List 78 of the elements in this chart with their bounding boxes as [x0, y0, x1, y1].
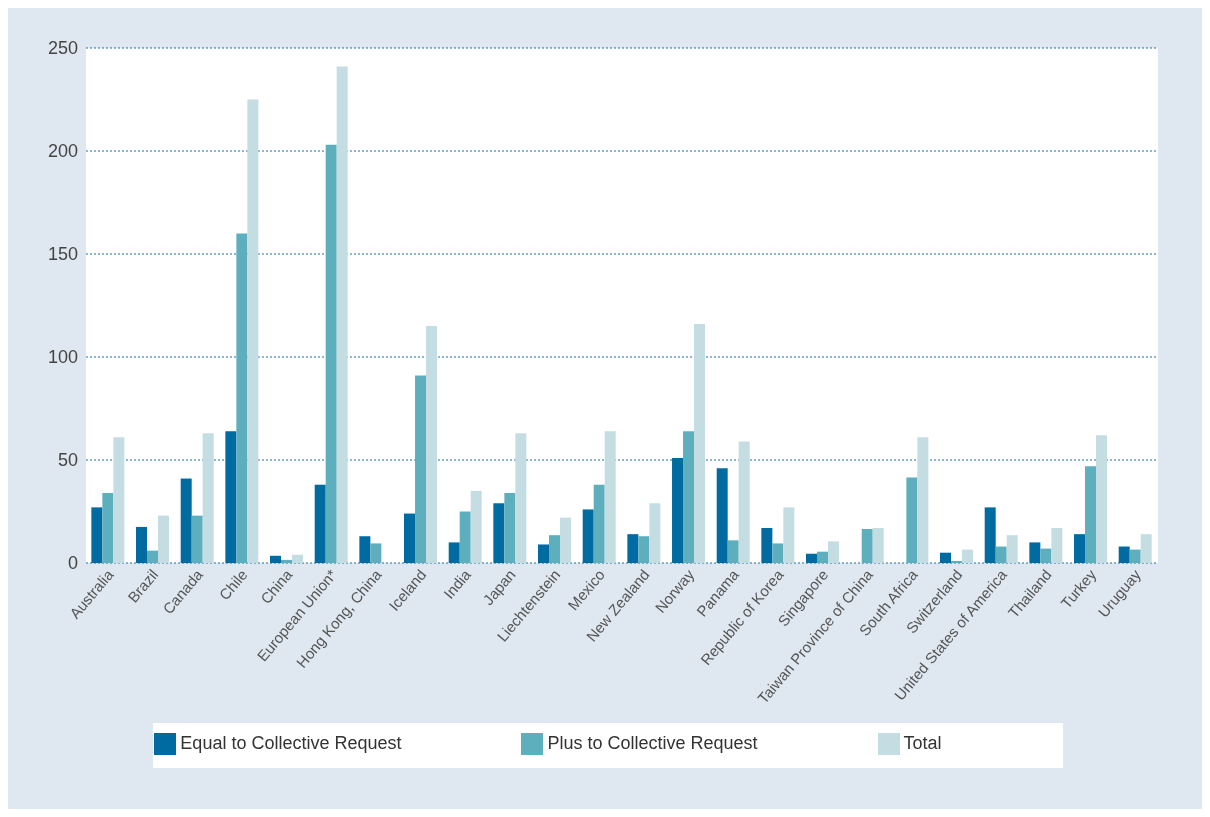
bar — [783, 507, 795, 563]
bar — [940, 552, 952, 563]
bar — [415, 375, 427, 563]
bar — [1096, 435, 1108, 563]
bar — [1074, 534, 1086, 563]
bar — [1129, 549, 1141, 563]
bar — [136, 526, 148, 563]
bar — [817, 551, 829, 563]
y-tick-label: 0 — [67, 553, 78, 574]
bar — [1040, 548, 1052, 563]
bar — [247, 99, 259, 563]
bar — [202, 433, 214, 563]
bar — [806, 553, 818, 563]
bar — [638, 536, 650, 563]
bar — [694, 324, 706, 563]
bar — [113, 437, 125, 563]
y-tick-label: 250 — [47, 38, 78, 59]
bar — [738, 441, 750, 563]
bar — [336, 66, 348, 563]
bar — [604, 431, 616, 563]
bar — [281, 559, 293, 563]
bar — [872, 527, 884, 563]
bar — [1140, 534, 1152, 563]
bar — [1085, 466, 1097, 563]
bar — [325, 144, 337, 563]
bar — [627, 534, 639, 563]
bar — [1051, 527, 1063, 563]
bar — [102, 492, 114, 563]
bar — [292, 554, 304, 563]
bar — [727, 540, 739, 563]
bar — [158, 515, 170, 563]
bar — [549, 535, 561, 563]
bar — [761, 527, 773, 563]
bar — [984, 507, 996, 563]
bar — [504, 492, 516, 563]
bar — [582, 509, 594, 563]
bar — [951, 560, 963, 563]
legend-label: Equal to Collective Request — [180, 733, 402, 753]
bar — [470, 490, 482, 563]
bar — [917, 437, 929, 563]
bar — [493, 503, 505, 563]
bar — [191, 515, 203, 563]
y-tick-label: 200 — [47, 141, 78, 162]
bar — [1006, 535, 1018, 563]
bar — [683, 431, 695, 563]
bar — [772, 543, 784, 563]
bar — [906, 477, 918, 563]
bar — [716, 468, 728, 563]
bar — [861, 529, 873, 563]
bar — [314, 484, 326, 563]
bar — [91, 507, 103, 563]
bar — [225, 431, 237, 563]
bar — [828, 541, 840, 563]
y-tick-label: 150 — [47, 244, 78, 265]
bar — [236, 233, 248, 563]
bar — [995, 546, 1007, 563]
legend-label: Total — [903, 733, 942, 753]
bar — [962, 549, 974, 563]
bar — [359, 536, 371, 563]
bar — [538, 544, 550, 563]
bar — [270, 555, 282, 563]
bar — [515, 433, 527, 563]
y-tick-label: 50 — [57, 450, 78, 471]
bar — [448, 542, 460, 563]
legend-label: Plus to Collective Request — [547, 733, 758, 753]
bar — [560, 517, 572, 563]
bar — [1029, 542, 1041, 563]
bar — [147, 550, 159, 563]
bar — [672, 457, 684, 563]
bar — [593, 484, 605, 563]
bar — [426, 326, 438, 563]
bar — [459, 511, 471, 563]
bar — [1118, 546, 1130, 563]
bar — [180, 478, 192, 563]
y-tick-label: 100 — [47, 347, 78, 368]
bar — [649, 503, 661, 563]
bar — [370, 543, 382, 563]
bar — [404, 513, 416, 563]
